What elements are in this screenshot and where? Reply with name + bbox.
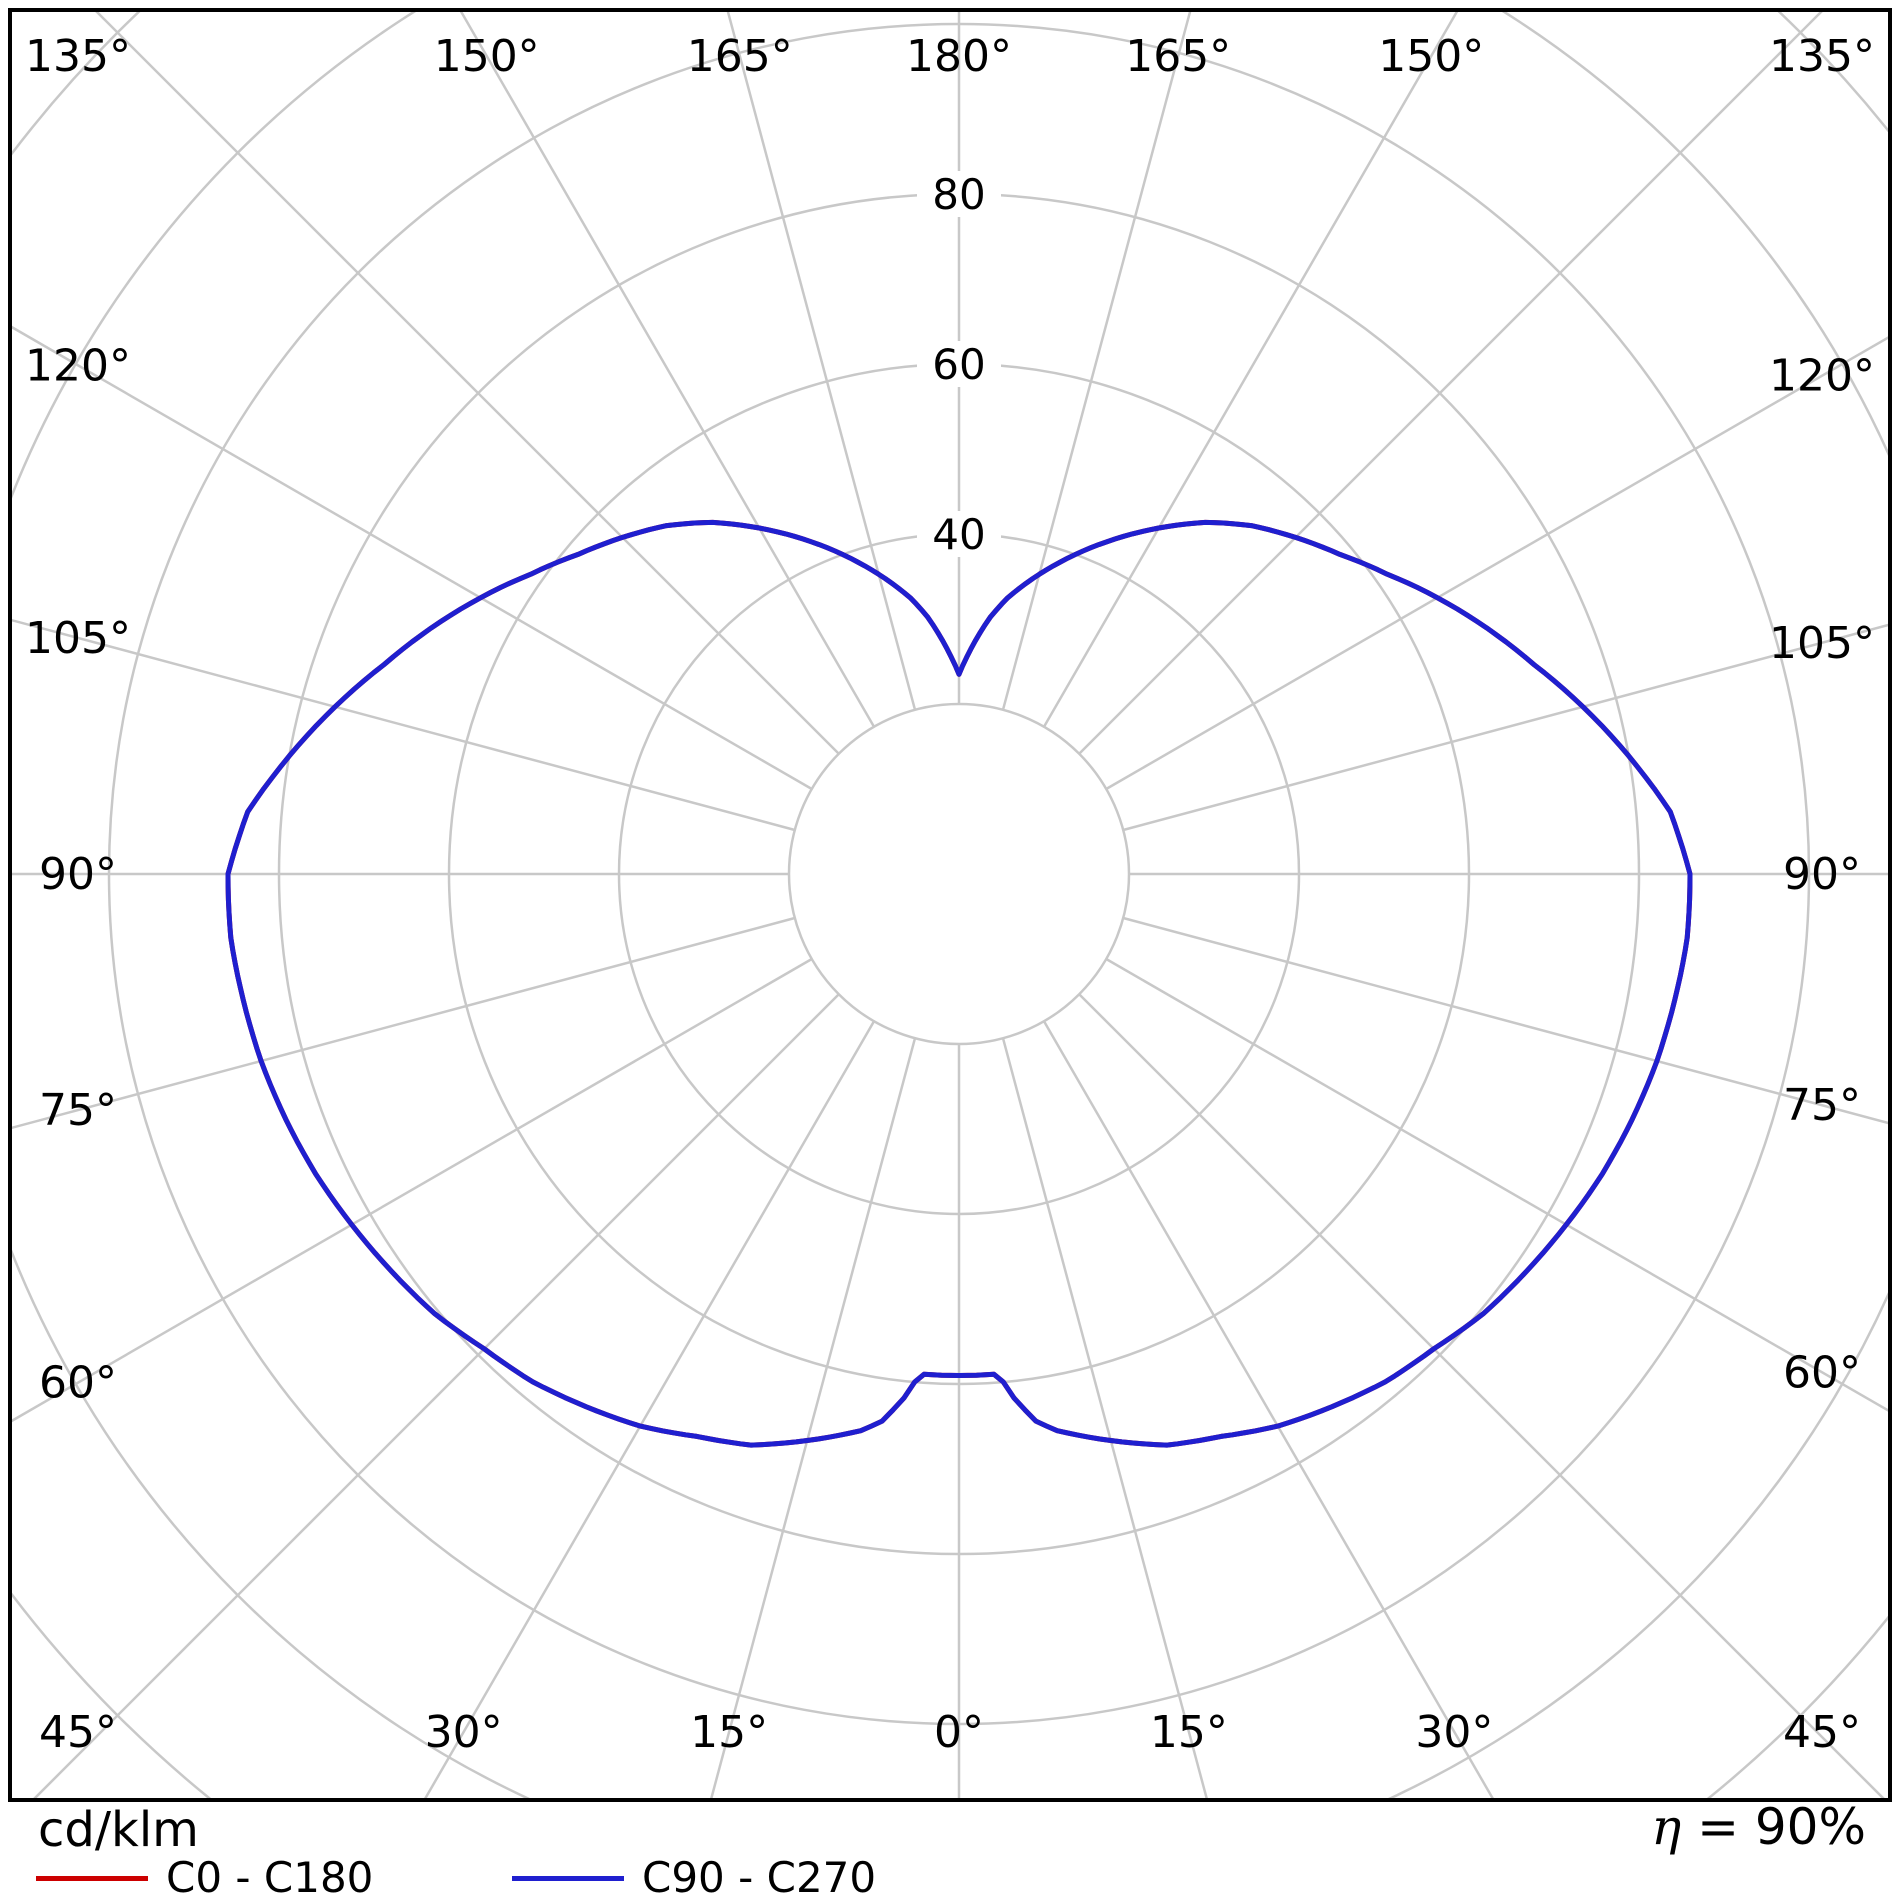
grid-spoke <box>1122 623 1888 832</box>
angle-label: 180° <box>906 31 1012 82</box>
angle-label: 90° <box>1783 849 1861 900</box>
angle-label: 165° <box>1125 31 1231 82</box>
grid-spoke <box>726 12 917 711</box>
grid-spoke <box>1105 336 1888 791</box>
legend-item-c90-c270: C90 - C270 <box>512 1856 876 1900</box>
grid-spoke <box>33 993 840 1798</box>
legend-line-c90-c270 <box>512 1875 624 1881</box>
grid-spoke <box>710 1037 917 1798</box>
grid-spoke <box>12 325 813 791</box>
legend-line-c0-c180 <box>36 1875 148 1881</box>
grid-spoke <box>12 618 796 832</box>
angle-label: 45° <box>1783 1707 1861 1758</box>
angle-label: 105° <box>25 613 131 664</box>
angle-label: 120° <box>1769 351 1875 402</box>
grid-spoke <box>12 957 813 1423</box>
angle-label: 30° <box>1415 1707 1493 1758</box>
legend-label-c90-c270: C90 - C270 <box>642 1853 877 1900</box>
angle-label: 105° <box>1769 618 1875 669</box>
grid-spoke <box>95 12 840 755</box>
grid-ring <box>787 702 1131 1046</box>
radial-tick-label: 60 <box>932 340 985 389</box>
angle-label: 45° <box>39 1707 117 1758</box>
grid-spoke <box>1078 993 1885 1798</box>
angle-label: 150° <box>434 31 540 82</box>
angle-labels: 0° 15° 15° 30° 30° 45° 45° 60° 60° 75° 75° 90° 90° 10… <box>25 31 1875 1758</box>
grid-spoke <box>1105 957 1888 1412</box>
tick-label-mask <box>917 341 1001 387</box>
angle-label: 30° <box>425 1707 503 1758</box>
grid-spoke <box>1001 1037 1208 1798</box>
angle-label: 75° <box>1783 1080 1861 1131</box>
grid-spoke <box>459 12 876 728</box>
angle-label: 150° <box>1378 31 1484 82</box>
angle-label: 165° <box>687 31 793 82</box>
grid-spoke <box>1042 1020 1494 1798</box>
grid-spoke <box>1122 916 1888 1125</box>
angle-label: 135° <box>1769 31 1875 82</box>
grid-spoke <box>1078 12 1823 755</box>
eta-symbol: η <box>1651 1798 1682 1856</box>
units-label: cd/klm <box>38 1802 199 1858</box>
efficiency-label: η = 90% <box>1651 1802 1866 1852</box>
plot-frame <box>8 8 1892 1802</box>
angle-label: 135° <box>25 31 131 82</box>
tick-label-mask <box>917 171 1001 217</box>
angle-label: 15° <box>1150 1707 1228 1758</box>
angle-label: 90° <box>39 849 117 900</box>
curves <box>225 519 1693 1448</box>
grid-spoke <box>424 1020 876 1798</box>
radial-tick-label: 40 <box>932 510 985 559</box>
grid-spoke <box>1042 12 1459 728</box>
angle-label: 75° <box>39 1085 117 1136</box>
legend-item-c0-c180: C0 - C180 <box>36 1856 373 1900</box>
angle-label: 0° <box>934 1707 984 1758</box>
eta-value: = 90% <box>1697 1798 1866 1856</box>
grid-spoke <box>1001 12 1192 711</box>
legend-label-c0-c180: C0 - C180 <box>166 1853 374 1900</box>
angle-label: 60° <box>39 1358 117 1409</box>
angle-label: 120° <box>25 340 131 391</box>
radial-tick-label: 80 <box>932 170 985 219</box>
radial-tick-labels: 40 60 80 <box>917 170 1001 559</box>
curve-c90-c270 <box>225 519 1693 1448</box>
angle-label: 15° <box>690 1707 768 1758</box>
angle-label: 60° <box>1783 1347 1861 1398</box>
grid-spoke <box>12 916 796 1130</box>
tick-label-mask <box>917 511 1001 557</box>
